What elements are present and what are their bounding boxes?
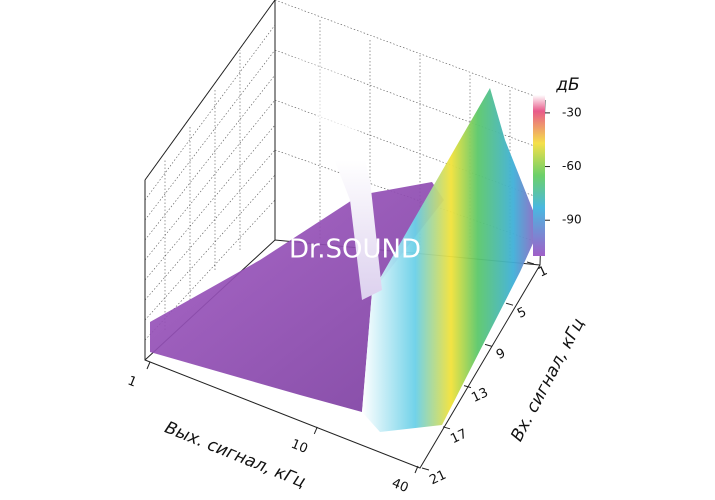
- y-tick-label: 9: [494, 346, 508, 363]
- x-tick-label: 10: [289, 437, 310, 457]
- y-tick-label: 21: [427, 468, 448, 489]
- y-tick: [442, 426, 451, 430]
- y-tick: [463, 385, 472, 389]
- x-tick-label: 40: [390, 476, 411, 496]
- surface-spike: [280, 20, 382, 300]
- colorbar: [533, 95, 545, 256]
- y-tick-label: 1: [536, 263, 550, 280]
- surface-ridge: [362, 88, 540, 432]
- y-tick: [505, 302, 514, 306]
- x-tick: [414, 465, 419, 474]
- box: [144, 0, 546, 469]
- y-axis-label: Вх. сигнал, кГц: [507, 315, 589, 445]
- y-tick: [484, 343, 493, 347]
- y-tick: [526, 261, 535, 265]
- watermark: Dr.SOUND: [289, 235, 421, 265]
- c-tick-label: -90: [562, 213, 582, 227]
- x-tick: [313, 426, 318, 435]
- y-tick-label: 17: [448, 427, 469, 448]
- y-tick: [421, 467, 430, 471]
- x-axis-label: Вых. сигнал, кГц: [162, 418, 308, 493]
- c-tick-label: -30: [562, 105, 582, 119]
- y-tick-label: 13: [469, 385, 490, 406]
- x-tick: [146, 361, 151, 370]
- x-tick-label: 1: [125, 373, 138, 390]
- z-axis-label: дБ: [555, 75, 579, 95]
- y-tick-label: 5: [515, 305, 529, 322]
- c-tick-label: -60: [562, 159, 582, 173]
